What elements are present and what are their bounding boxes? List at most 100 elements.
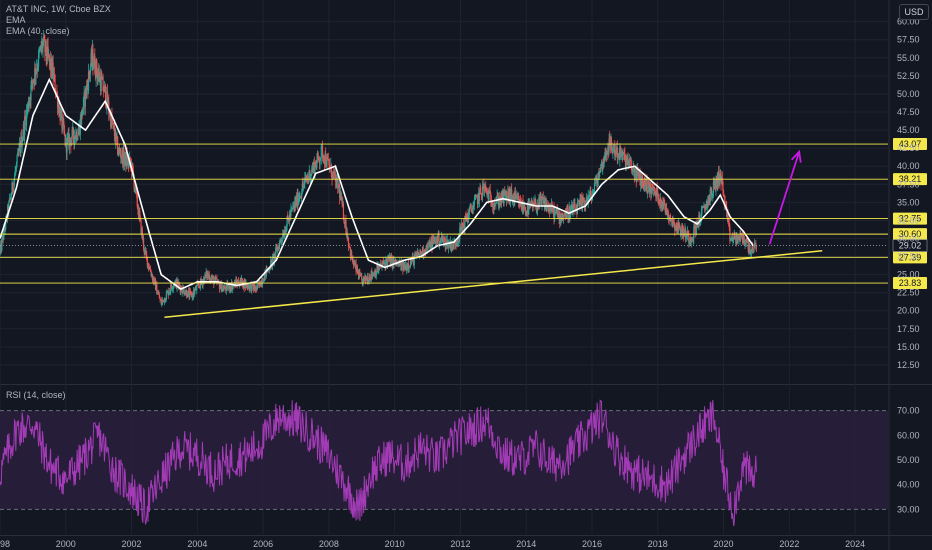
candle-up: [428, 241, 431, 244]
candle-down: [354, 263, 356, 265]
rsi-tick-label: 70.00: [897, 406, 920, 416]
candle-up: [230, 282, 233, 291]
candle-down: [280, 239, 282, 241]
symbol-title[interactable]: AT&T INC, 1W, Cboe BZX: [6, 4, 111, 14]
candle-up: [745, 242, 747, 245]
candle-down: [63, 130, 66, 134]
candle-up: [277, 247, 279, 252]
candle-up: [655, 187, 658, 197]
candle-down: [521, 206, 523, 211]
candle-down: [306, 179, 308, 181]
candle-down: [412, 256, 414, 257]
candle-up: [694, 224, 696, 228]
candle-down: [609, 138, 611, 144]
candle-up: [613, 145, 615, 149]
candle-up: [682, 230, 684, 236]
candle-up: [219, 287, 221, 290]
candle-up: [62, 119, 64, 129]
candle-up: [614, 150, 617, 156]
candle-down: [418, 254, 420, 257]
candle-down: [247, 284, 249, 289]
candle-up: [430, 246, 432, 250]
candle-up: [684, 228, 686, 231]
candle-down: [328, 160, 330, 165]
ema-40-legend[interactable]: EMA (40, close): [6, 26, 70, 36]
candle-up: [617, 153, 620, 156]
candle-up: [279, 239, 281, 242]
candle-up: [394, 259, 396, 263]
candle-up: [303, 182, 305, 187]
candle-up: [604, 156, 606, 160]
candle-down: [550, 206, 552, 212]
candle-up: [35, 71, 37, 77]
candle-up: [335, 177, 338, 188]
level-badge: [893, 173, 927, 186]
candle-up: [420, 252, 422, 256]
candle-down: [631, 168, 633, 173]
candle-up: [534, 200, 536, 205]
candle-up: [50, 58, 52, 71]
candle-up: [249, 283, 252, 285]
candle-down: [693, 226, 696, 228]
candle-down: [644, 177, 646, 185]
candle-up: [304, 176, 307, 178]
candle-up: [377, 270, 379, 272]
candle-down: [626, 157, 629, 159]
currency-badge[interactable]: USD: [899, 4, 929, 20]
candle-down: [475, 194, 477, 197]
ema-legend[interactable]: EMA: [6, 15, 26, 25]
candle-up: [557, 213, 559, 216]
candle-up: [721, 177, 723, 184]
trendline[interactable]: [164, 250, 823, 318]
candle-up: [509, 191, 512, 202]
candle-up: [538, 197, 540, 208]
horizontal-levels[interactable]: 43.07 38.21 32.75 30.60 27.39 23.83 29.02: [0, 138, 928, 290]
candle-up: [350, 251, 352, 257]
candle-up: [716, 176, 718, 188]
candle-down: [146, 257, 148, 267]
candle-down: [471, 210, 474, 214]
candle-up: [515, 196, 517, 198]
candle-up: [570, 209, 572, 211]
candle-down: [704, 208, 706, 210]
candle-down: [533, 201, 536, 205]
candle-down: [136, 190, 138, 194]
candle-down: [139, 211, 141, 217]
candle-up: [51, 63, 54, 77]
candle-down: [158, 294, 160, 299]
candle-up: [222, 287, 224, 289]
candle-up: [60, 110, 62, 112]
axes[interactable]: 12.50 15.00 17.50 20.00 22.50 25.00 27.50 30.00…: [0, 17, 920, 549]
rsi-legend[interactable]: RSI (14, close): [6, 390, 66, 400]
candle-up: [726, 213, 728, 217]
candle-down: [388, 256, 390, 260]
candle-down: [466, 219, 468, 222]
time-tick-label: 2006: [253, 539, 273, 549]
candle-up: [493, 204, 495, 210]
candle-up: [628, 160, 630, 165]
candle-up: [103, 85, 105, 93]
candle-up: [39, 49, 41, 52]
candle-down: [296, 197, 298, 205]
candle-down: [19, 144, 21, 152]
candle-up: [255, 286, 257, 291]
candle-up: [257, 283, 259, 285]
candle-up: [297, 198, 300, 206]
candle-down: [476, 196, 479, 205]
candle-down: [282, 234, 284, 238]
candle-up: [364, 275, 366, 279]
candle-up: [486, 191, 488, 193]
candle-down: [210, 279, 212, 281]
candle-down: [629, 160, 631, 162]
candle-up: [363, 276, 365, 279]
forecast-arrow[interactable]: [768, 149, 802, 245]
candle-down: [73, 138, 75, 144]
candle-down: [287, 218, 290, 220]
candle-down: [87, 84, 89, 91]
candle-down: [188, 290, 190, 298]
candle-down: [492, 205, 494, 207]
candle-up: [208, 275, 210, 277]
candle-down: [132, 163, 134, 171]
candle-down: [531, 201, 533, 203]
